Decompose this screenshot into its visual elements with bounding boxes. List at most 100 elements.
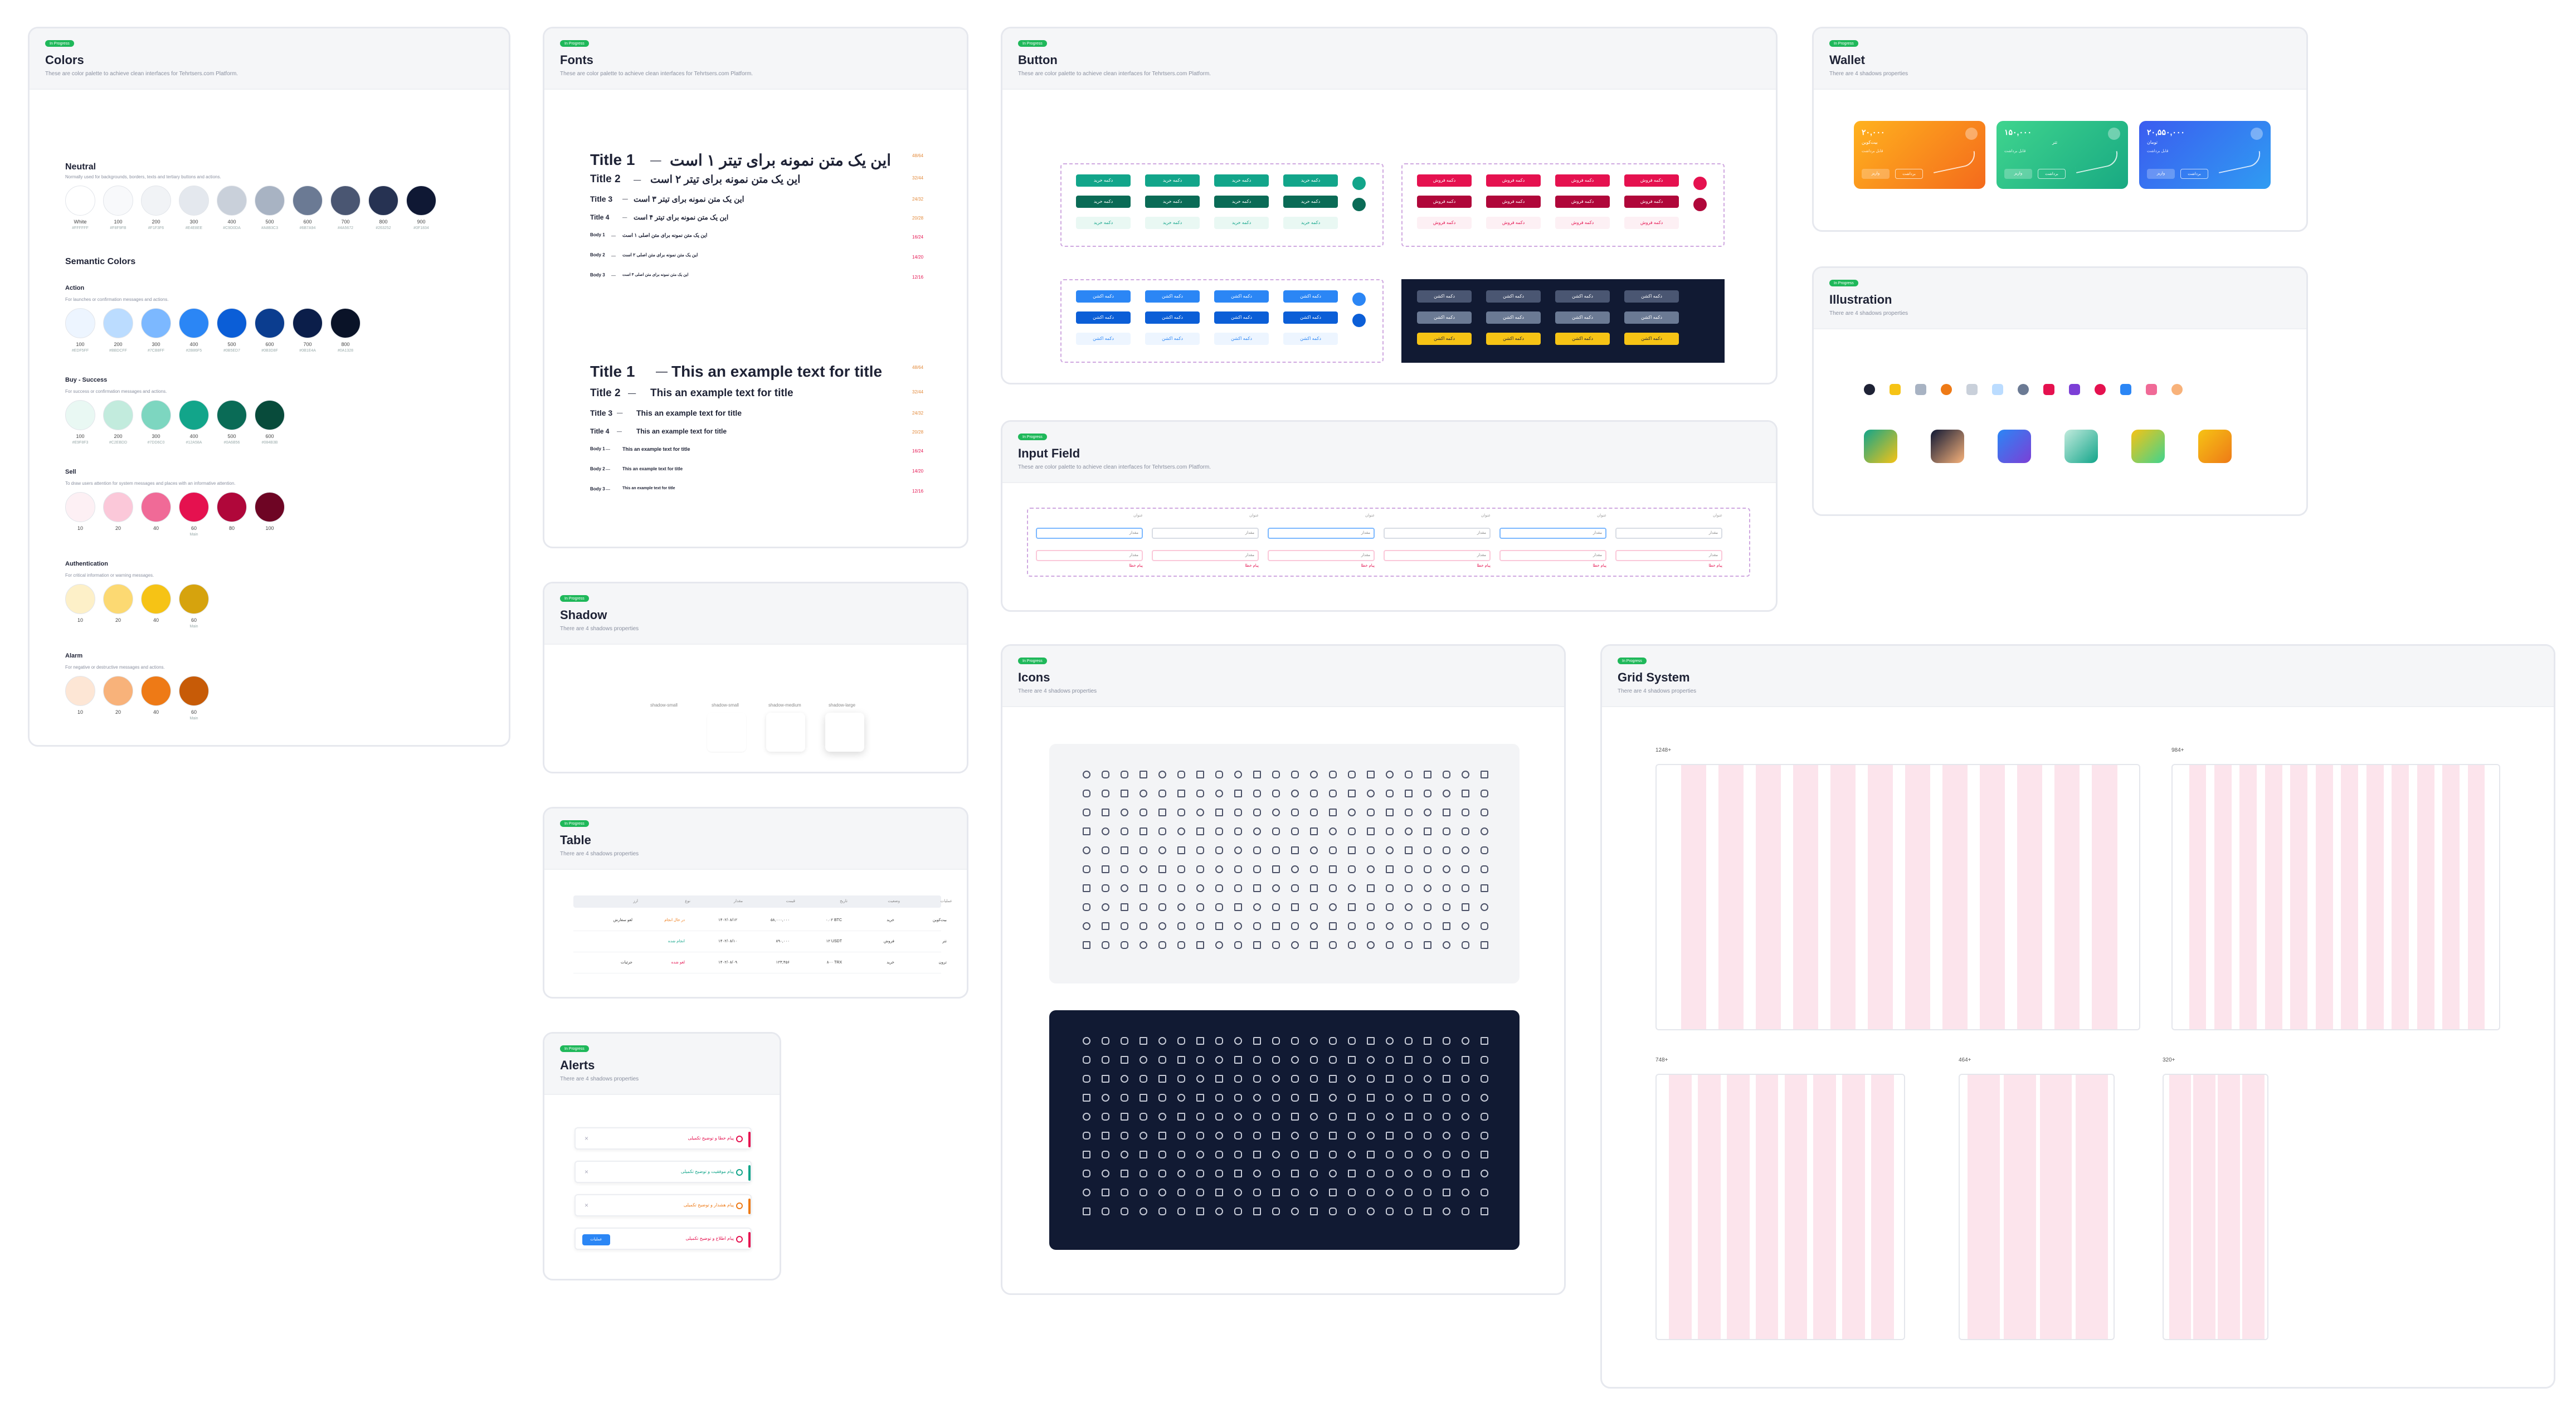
- close-icon[interactable]: ×: [585, 1135, 589, 1142]
- close-icon[interactable]: ×: [585, 1201, 589, 1209]
- button-action_label[interactable]: دکمه اکشن: [1555, 290, 1610, 303]
- button-action_label[interactable]: دکمه اکشن: [1214, 311, 1269, 324]
- button-action_label[interactable]: دکمه اکشن: [1417, 333, 1472, 345]
- button-sell_label[interactable]: دکمه فروش: [1486, 174, 1541, 187]
- button-sell_label[interactable]: دکمه فروش: [1624, 174, 1679, 187]
- round-icon-button[interactable]: [1693, 177, 1707, 190]
- swatch-hex: #C9D0DA: [223, 226, 241, 230]
- input-field[interactable]: مقدار: [1384, 528, 1491, 539]
- wallet-balance-card[interactable]: ۲۰,۰۰۰ بیت‌کوین قابل برداشت واریز برداشت: [1854, 121, 1985, 189]
- font-dash: —: [606, 447, 610, 452]
- swatch-label: 200: [114, 434, 123, 439]
- table-cell[interactable]: جزئیات: [621, 961, 632, 965]
- input-field[interactable]: مقدار: [1036, 528, 1143, 539]
- button-buy_label[interactable]: دکمه خرید: [1214, 217, 1269, 229]
- button-sell_label[interactable]: دکمه فروش: [1486, 217, 1541, 229]
- button-sell_label[interactable]: دکمه فروش: [1555, 196, 1610, 208]
- table-cell[interactable]: لغو سفارش: [613, 918, 632, 922]
- button-action_label[interactable]: دکمه اکشن: [1417, 290, 1472, 303]
- wallet-deposit-button[interactable]: واریز: [2004, 169, 2032, 179]
- button-action_label[interactable]: دکمه اکشن: [1555, 311, 1610, 324]
- color-swatch: [217, 400, 247, 430]
- glyph-icon: [1367, 941, 1375, 949]
- button-sell_label[interactable]: دکمه فروش: [1417, 174, 1472, 187]
- button-buy_label[interactable]: دکمه خرید: [1145, 196, 1200, 208]
- input-label: عنوان: [1597, 514, 1606, 518]
- input-field-error[interactable]: مقدار: [1499, 550, 1606, 561]
- button-action_label[interactable]: دکمه اکشن: [1283, 333, 1338, 345]
- wallet-balance-card[interactable]: ۱۵۰,۰۰۰ تتر قابل برداشت واریز برداشت: [1996, 121, 2128, 189]
- button-action_label[interactable]: دکمه اکشن: [1624, 290, 1679, 303]
- button-sell_label[interactable]: دکمه فروش: [1555, 174, 1610, 187]
- round-icon-button[interactable]: [1352, 198, 1366, 211]
- input-field-error[interactable]: مقدار: [1152, 550, 1259, 561]
- button-buy_label[interactable]: دکمه خرید: [1076, 196, 1131, 208]
- button-action_label[interactable]: دکمه اکشن: [1283, 290, 1338, 303]
- button-buy_label[interactable]: دکمه خرید: [1283, 217, 1338, 229]
- button-sell_label[interactable]: دکمه فروش: [1486, 196, 1541, 208]
- button-action_label[interactable]: دکمه اکشن: [1214, 333, 1269, 345]
- input-field[interactable]: مقدار: [1615, 528, 1722, 539]
- button-action_label[interactable]: دکمه اکشن: [1555, 333, 1610, 345]
- button-action_label[interactable]: دکمه اکشن: [1417, 311, 1472, 324]
- swatch-hex: Main: [189, 717, 198, 720]
- button-action_label[interactable]: دکمه اکشن: [1076, 290, 1131, 303]
- card-title: Shadow: [560, 608, 607, 622]
- round-icon-button[interactable]: [1352, 177, 1366, 190]
- grid-column: [1871, 1075, 1894, 1339]
- button-buy_label[interactable]: دکمه خرید: [1145, 217, 1200, 229]
- wallet-withdraw-button[interactable]: برداشت: [1895, 169, 1923, 179]
- glyph-icon: [1140, 922, 1147, 930]
- glyph-icon: [1481, 790, 1488, 797]
- input-field-error[interactable]: مقدار: [1615, 550, 1722, 561]
- button-buy_label[interactable]: دکمه خرید: [1283, 174, 1338, 187]
- button-action_label[interactable]: دکمه اکشن: [1624, 333, 1679, 345]
- button-action_label[interactable]: دکمه اکشن: [1486, 333, 1541, 345]
- input-field[interactable]: مقدار: [1152, 528, 1259, 539]
- wallet-withdraw-button[interactable]: برداشت: [2038, 169, 2066, 179]
- button-buy_label[interactable]: دکمه خرید: [1076, 174, 1131, 187]
- alert-action-button[interactable]: عملیات: [582, 1234, 610, 1245]
- input-field-error[interactable]: مقدار: [1268, 550, 1375, 561]
- button-action_label[interactable]: دکمه اکشن: [1214, 290, 1269, 303]
- button-sell_label[interactable]: دکمه فروش: [1555, 217, 1610, 229]
- button-sell_label[interactable]: دکمه فروش: [1624, 196, 1679, 208]
- wallet-deposit-button[interactable]: واریز: [1862, 169, 1890, 179]
- button-buy_label[interactable]: دکمه خرید: [1214, 174, 1269, 187]
- input-field[interactable]: مقدار: [1268, 528, 1375, 539]
- button-buy_label[interactable]: دکمه خرید: [1076, 217, 1131, 229]
- input-field-error[interactable]: مقدار: [1036, 550, 1143, 561]
- wallet-deposit-button[interactable]: واریز: [2147, 169, 2175, 179]
- input-field-error[interactable]: مقدار: [1384, 550, 1491, 561]
- button-action_label[interactable]: دکمه اکشن: [1076, 311, 1131, 324]
- round-icon-button[interactable]: [1693, 198, 1707, 211]
- wallet-balance-card[interactable]: ۲۰,۵۵۰,۰۰۰ تومان قابل برداشت واریز برداشت: [2139, 121, 2271, 189]
- glyph-icon: [1443, 790, 1450, 797]
- button-action_label[interactable]: دکمه اکشن: [1145, 290, 1200, 303]
- glyph-icon: [1253, 827, 1261, 835]
- button-sell_label[interactable]: دکمه فروش: [1624, 217, 1679, 229]
- glyph-icon: [1310, 1189, 1318, 1196]
- glyph-icon: [1177, 1189, 1185, 1196]
- glyph-icon: [1443, 1037, 1450, 1045]
- button-buy_label[interactable]: دکمه خرید: [1214, 196, 1269, 208]
- button-buy_label[interactable]: دکمه خرید: [1145, 174, 1200, 187]
- icon-grid-dark: [1049, 1010, 1520, 1250]
- button-buy_label[interactable]: دکمه خرید: [1283, 196, 1338, 208]
- wallet-withdraw-button[interactable]: برداشت: [2180, 169, 2208, 179]
- font-sample-en: This an example text for title: [671, 363, 883, 380]
- input-field[interactable]: مقدار: [1499, 528, 1606, 539]
- button-action_label[interactable]: دکمه اکشن: [1283, 311, 1338, 324]
- round-icon-button[interactable]: [1352, 314, 1366, 327]
- button-action_label[interactable]: دکمه اکشن: [1145, 311, 1200, 324]
- button-action_label[interactable]: دکمه اکشن: [1076, 333, 1131, 345]
- round-icon-button[interactable]: [1352, 293, 1366, 306]
- button-action_label[interactable]: دکمه اکشن: [1486, 290, 1541, 303]
- shadow-samples: shadow-small shadow-small shadow-medium …: [544, 645, 967, 772]
- button-action_label[interactable]: دکمه اکشن: [1145, 333, 1200, 345]
- button-sell_label[interactable]: دکمه فروش: [1417, 217, 1472, 229]
- button-action_label[interactable]: دکمه اکشن: [1486, 311, 1541, 324]
- close-icon[interactable]: ×: [585, 1168, 589, 1176]
- button-action_label[interactable]: دکمه اکشن: [1624, 311, 1679, 324]
- button-sell_label[interactable]: دکمه فروش: [1417, 196, 1472, 208]
